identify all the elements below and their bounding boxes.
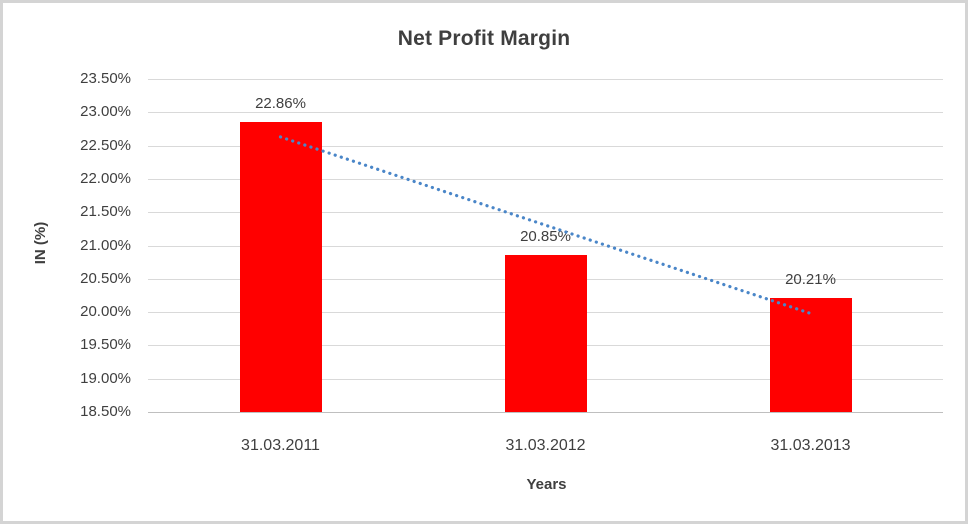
data-label-31.03.2011: 22.86% [255, 94, 306, 112]
x-tick-label-31.03.2012: 31.03.2012 [505, 437, 586, 454]
bar-31.03.2013 [769, 298, 852, 412]
data-label-31.03.2012: 20.85% [520, 228, 571, 246]
y-tick-label: 21.50% [80, 203, 131, 220]
y-tick-label: 20.00% [80, 303, 131, 320]
bar-31.03.2012 [504, 255, 587, 412]
y-tick-label: 23.00% [80, 103, 131, 120]
gridline [148, 112, 943, 113]
y-tick-label: 19.00% [80, 370, 131, 387]
data-label-31.03.2013: 20.21% [785, 271, 836, 289]
y-tick-label: 19.50% [80, 336, 131, 353]
gridline [148, 79, 943, 80]
y-tick-label: 20.50% [80, 270, 131, 287]
x-axis-line [148, 412, 943, 413]
x-axis-title: Years [526, 476, 567, 493]
x-tick-label-31.03.2013: 31.03.2013 [770, 437, 851, 454]
y-tick-label: 23.50% [80, 70, 131, 87]
y-tick-label: 21.00% [80, 237, 131, 254]
chart-title: Net Profit Margin [397, 27, 571, 50]
y-tick-label: 22.50% [80, 137, 131, 154]
bar-31.03.2011 [239, 121, 322, 412]
y-tick-label: 22.00% [80, 170, 131, 187]
y-tick-label: 18.50% [80, 403, 131, 420]
x-tick-label-31.03.2011: 31.03.2011 [241, 437, 320, 454]
